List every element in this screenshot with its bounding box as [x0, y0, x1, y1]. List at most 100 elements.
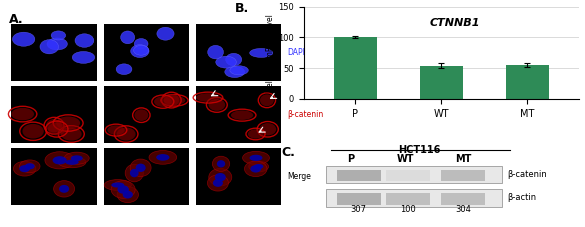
Ellipse shape: [226, 53, 242, 66]
Ellipse shape: [130, 159, 151, 177]
Bar: [336, 193, 381, 205]
Ellipse shape: [249, 161, 269, 172]
Bar: [420, 66, 463, 99]
Bar: [11, 86, 97, 143]
Ellipse shape: [250, 155, 263, 161]
Ellipse shape: [216, 56, 236, 68]
Ellipse shape: [108, 125, 125, 135]
Ellipse shape: [61, 127, 82, 141]
Ellipse shape: [243, 151, 270, 164]
Ellipse shape: [66, 160, 79, 165]
Ellipse shape: [121, 31, 135, 44]
Bar: [506, 65, 549, 99]
Bar: [11, 24, 97, 81]
Ellipse shape: [156, 154, 170, 161]
Text: DAPI: DAPI: [287, 48, 305, 57]
Ellipse shape: [208, 99, 225, 111]
Ellipse shape: [47, 38, 67, 50]
Ellipse shape: [212, 156, 230, 171]
Ellipse shape: [213, 179, 223, 187]
Ellipse shape: [117, 187, 139, 203]
Bar: [333, 37, 377, 99]
Ellipse shape: [13, 161, 36, 176]
Ellipse shape: [164, 94, 179, 106]
Text: WT: WT: [397, 154, 414, 164]
Bar: [196, 24, 281, 81]
Ellipse shape: [71, 155, 82, 161]
Ellipse shape: [157, 27, 174, 40]
Ellipse shape: [230, 66, 249, 75]
Ellipse shape: [116, 64, 132, 75]
Ellipse shape: [116, 128, 136, 141]
Ellipse shape: [164, 96, 185, 105]
Bar: [386, 170, 431, 181]
Ellipse shape: [217, 160, 225, 168]
Text: β-actin: β-actin: [507, 193, 536, 202]
Ellipse shape: [259, 123, 276, 136]
Ellipse shape: [130, 169, 139, 177]
Ellipse shape: [135, 109, 149, 121]
Ellipse shape: [64, 152, 90, 164]
Ellipse shape: [245, 161, 267, 177]
Ellipse shape: [254, 164, 263, 169]
Y-axis label: Relative mRNA level: Relative mRNA level: [266, 14, 276, 92]
Ellipse shape: [40, 40, 58, 54]
Bar: [326, 166, 502, 183]
Ellipse shape: [225, 66, 245, 78]
Ellipse shape: [208, 45, 223, 59]
Bar: [441, 170, 486, 181]
Ellipse shape: [58, 157, 86, 168]
Ellipse shape: [56, 116, 80, 130]
Text: HCT116: HCT116: [398, 145, 441, 155]
Ellipse shape: [22, 124, 44, 138]
Ellipse shape: [231, 110, 253, 120]
Ellipse shape: [135, 39, 148, 49]
Ellipse shape: [25, 163, 35, 169]
Ellipse shape: [111, 183, 125, 188]
Bar: [104, 86, 189, 143]
Text: P: P: [347, 154, 354, 164]
Text: 304: 304: [456, 205, 472, 214]
Text: CTNNB1: CTNNB1: [430, 18, 480, 28]
Ellipse shape: [111, 181, 135, 198]
Text: β-catenin: β-catenin: [507, 170, 547, 179]
Ellipse shape: [130, 45, 149, 58]
Ellipse shape: [149, 151, 177, 164]
Ellipse shape: [215, 173, 226, 181]
Bar: [441, 193, 486, 205]
Text: C.: C.: [281, 146, 295, 159]
Bar: [386, 193, 431, 205]
Ellipse shape: [54, 181, 74, 197]
Bar: [11, 148, 97, 205]
Text: MT: MT: [455, 154, 472, 164]
Ellipse shape: [118, 185, 129, 194]
Ellipse shape: [250, 165, 261, 173]
Ellipse shape: [196, 93, 220, 102]
Bar: [336, 170, 381, 181]
Ellipse shape: [248, 129, 263, 139]
Ellipse shape: [123, 191, 133, 198]
Text: 307: 307: [350, 205, 367, 214]
Ellipse shape: [48, 123, 66, 136]
Ellipse shape: [104, 180, 132, 190]
Ellipse shape: [51, 31, 66, 40]
Text: A.: A.: [9, 13, 23, 26]
Ellipse shape: [136, 164, 146, 172]
Text: B.: B.: [235, 2, 249, 15]
Ellipse shape: [209, 168, 232, 186]
Ellipse shape: [46, 119, 62, 132]
Ellipse shape: [53, 156, 67, 164]
Bar: [196, 86, 281, 143]
Ellipse shape: [154, 96, 171, 107]
Ellipse shape: [19, 165, 30, 172]
Bar: [326, 189, 502, 207]
Bar: [104, 24, 189, 81]
Ellipse shape: [59, 185, 69, 193]
Ellipse shape: [260, 94, 274, 106]
Bar: [104, 148, 189, 205]
Ellipse shape: [250, 48, 273, 57]
Ellipse shape: [12, 32, 35, 46]
Ellipse shape: [75, 34, 94, 47]
Ellipse shape: [19, 160, 40, 173]
Text: 100: 100: [400, 205, 416, 214]
